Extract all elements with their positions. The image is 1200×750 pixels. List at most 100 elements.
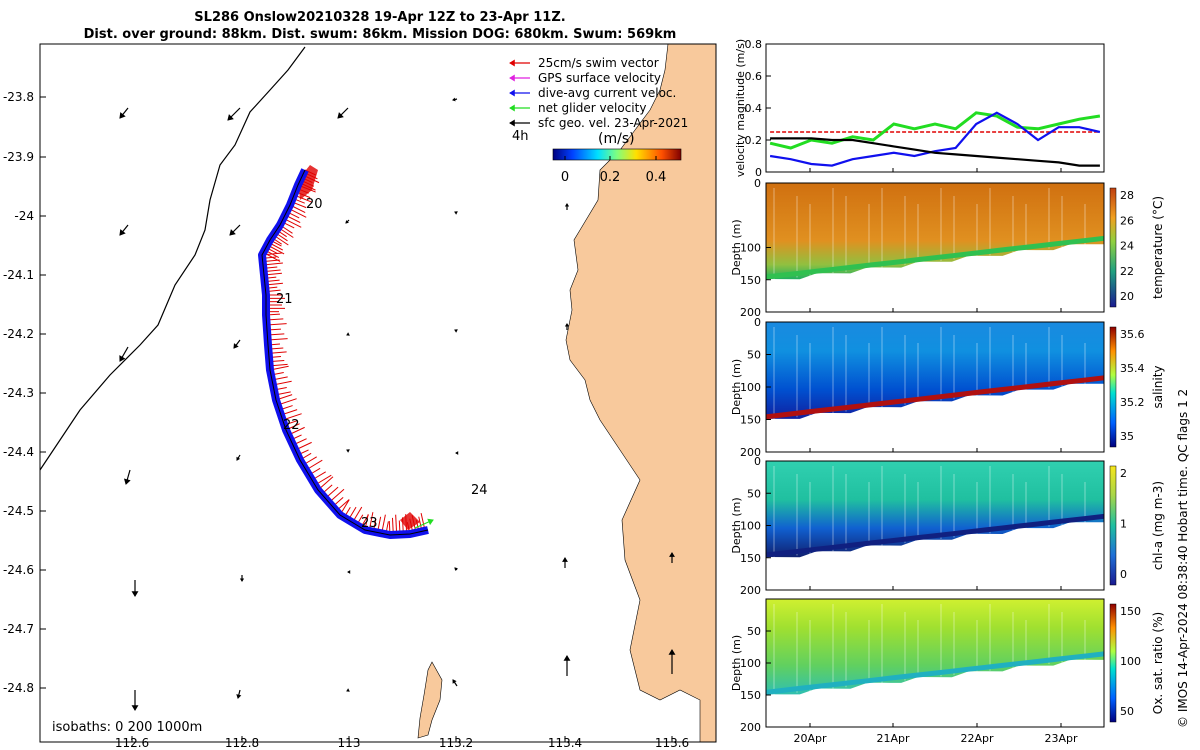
sfc-geo-velocity-arrow-head [669, 552, 675, 557]
map-y-tick-label: -23.8 [3, 90, 34, 104]
time-x-tick-label: 21Apr [876, 732, 910, 745]
map-y-tick-label: -24.1 [3, 268, 34, 282]
legend-label: dive-avg current veloc. [538, 86, 676, 100]
sfc-geo-velocity-arrow-head [347, 570, 351, 574]
sfc-geo-velocity-arrow-head [233, 343, 239, 349]
map-y-tick-label: -24.7 [3, 622, 34, 636]
colorbar-tick-label: 35 [1120, 430, 1134, 443]
time-x-tick-label: 20Apr [793, 732, 827, 745]
heatmap-frame [765, 598, 1105, 728]
legend-label: sfc geo. vel. 23-Apr-2021 [538, 116, 688, 130]
sfc-geo-velocity-arrow-head [454, 211, 458, 215]
colorbar-label: temperature (°C) [1151, 196, 1165, 299]
colorbar-tick-label: 0 [1120, 568, 1127, 581]
colorbar-tick-label: 35.6 [1120, 328, 1145, 341]
oxygen-bottom-layer [765, 651, 1105, 695]
sfc-geo-velocity-arrow-head [454, 567, 458, 571]
map-x-tick-label: 112.8 [225, 736, 259, 750]
interval-label: 4h [512, 129, 529, 144]
colorbar-tick-label: 50 [1120, 705, 1134, 718]
sfc-geo-velocity-arrow-head [564, 323, 570, 327]
oxygen-colorbar [1109, 603, 1117, 723]
colorbar-tick-label: 2 [1120, 467, 1127, 480]
swim-vectors-cluster [400, 512, 420, 530]
chl-a-bottom-layer [765, 513, 1105, 558]
temperature-colorbar [1109, 187, 1117, 308]
colorbar-tick-label: 35.2 [1120, 396, 1145, 409]
heatmap-background [766, 461, 1104, 590]
colorbar-tick-label: 20 [1120, 290, 1134, 303]
title-line-1: SL286 Onslow20210328 19-Apr 12Z to 23-Ap… [194, 10, 566, 25]
legend-arrow-head [509, 104, 515, 112]
legend-label: net glider velocity [538, 101, 646, 115]
colorbar-tick-label: 100 [1120, 655, 1141, 668]
velocity-series-line [769, 111, 1101, 150]
salinity-bottom-layer [765, 375, 1105, 420]
sfc-geo-velocity-arrow-head [123, 478, 131, 485]
legend-arrow-head [509, 89, 515, 97]
sfc-geo-velocity-arrow-head [564, 203, 570, 207]
day-label: 21 [276, 292, 293, 307]
map-x-tick-label: 113.2 [439, 736, 473, 750]
map-y-tick-label: -24.4 [3, 445, 34, 459]
map-y-tick-label: -24.2 [3, 327, 34, 341]
net-glider-velocity-arrow-head [427, 518, 434, 526]
velocity-series-line [770, 137, 1100, 167]
sfc-geo-velocity-arrow-head [239, 578, 245, 582]
chl-a-colorbar [1109, 465, 1117, 586]
legend-arrow-head [509, 119, 515, 127]
legend-arrow-head [509, 74, 515, 82]
temperature-bottom-layer [765, 235, 1105, 280]
heatmap-background [766, 183, 1104, 312]
heatmap-frame [765, 460, 1105, 591]
map-y-tick-label: -24.8 [3, 681, 34, 695]
sfc-geo-velocity-arrow-head [131, 705, 139, 711]
map-x-tick-label: 112.6 [115, 736, 149, 750]
colorbar-tick-label: 150 [1120, 605, 1141, 618]
salinity-colorbar [1109, 326, 1117, 448]
legend-arrow-head [509, 59, 515, 67]
heatmap-frame [765, 321, 1105, 453]
heatmap-frame [765, 182, 1105, 313]
map-y-tick-label: -24.5 [3, 504, 34, 518]
sfc-geo-velocity-arrow-head [119, 112, 126, 119]
day-label: 24 [471, 483, 488, 498]
sfc-geo-velocity-arrow-head [563, 655, 571, 661]
sfc-geo-velocity-arrow-head [119, 229, 126, 236]
map-x-tick-label: 113 [338, 736, 361, 750]
oxygen-section [766, 599, 1104, 695]
colorbar-tick-label: 28 [1120, 189, 1134, 202]
map-x-tick-label: 113.4 [548, 736, 582, 750]
colorbar-tick-label: 0 [561, 170, 569, 185]
colorbar-tick-label: 0.4 [646, 170, 667, 185]
sfc-geo-velocity-arrow-head [452, 97, 456, 102]
day-label: 22 [283, 418, 300, 433]
colorbar-units: (m/s) [598, 131, 635, 147]
colorbar-tick-label: 0.2 [600, 170, 621, 185]
coastline-land [565, 43, 717, 743]
sfc-geo-velocity-arrow-head [345, 220, 349, 224]
title-line-2: Dist. over ground: 88km. Dist. swum: 86k… [83, 27, 677, 42]
heatmap-background [766, 599, 1104, 727]
colorbar-tick-label: 22 [1120, 265, 1134, 278]
salinity-section [766, 322, 1104, 419]
day-label: 23 [361, 516, 378, 531]
chl-a-section [766, 461, 1104, 558]
sfc-geo-velocity-arrow-head [236, 694, 242, 699]
map-y-tick-label: -24 [14, 209, 34, 223]
sfc-geo-velocity-arrow-head [337, 112, 344, 119]
colorbar-tick-label: 24 [1120, 240, 1134, 253]
heatmap-background [766, 322, 1104, 452]
sfc-geo-velocity-arrow-head [346, 688, 350, 692]
sfc-geo-velocity-arrow-head [455, 451, 459, 455]
credit-text: © IMOS 14-Apr-2024 08:38:40 Hobart time.… [1176, 388, 1190, 728]
colorbar-tick-label: 26 [1120, 214, 1134, 227]
time-x-tick-label: 23Apr [1044, 732, 1078, 745]
island-land [417, 661, 443, 739]
glider-track-line [261, 169, 429, 536]
velocity-panel-frame [765, 43, 1105, 173]
colorbar-label: salinity [1151, 365, 1165, 408]
sfc-geo-velocity-arrow-head [346, 332, 350, 336]
speed-colorbar [552, 148, 682, 161]
legend-label: GPS surface velocity [538, 71, 661, 85]
